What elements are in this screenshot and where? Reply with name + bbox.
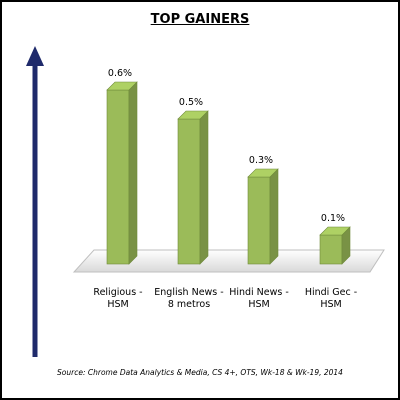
- bar-top: [106, 81, 138, 91]
- x-tick-label: Hindi News - HSM: [229, 287, 289, 310]
- value-label: 0.1%: [321, 213, 345, 224]
- bar: [106, 81, 138, 265]
- bar-side: [199, 110, 209, 265]
- arrow-head: [26, 46, 44, 66]
- bar: [319, 226, 351, 265]
- bar-front: [247, 176, 271, 265]
- bar: [247, 168, 279, 265]
- chart-title-text: TOP GAINERS: [150, 12, 250, 27]
- bar-front: [319, 234, 343, 265]
- bar-top: [177, 110, 209, 120]
- source-note: Source: Chrome Data Analytics & Media, C…: [57, 368, 343, 377]
- value-label: 0.6%: [108, 68, 132, 79]
- bar-side: [269, 168, 279, 265]
- chart-title: TOP GAINERS: [2, 12, 398, 27]
- bar-side: [128, 81, 138, 265]
- x-tick-label: Hindi Gec - HSM: [304, 287, 358, 310]
- floor: [72, 249, 385, 273]
- x-tick-label: English News - 8 metros: [154, 287, 224, 310]
- bar-front: [177, 118, 201, 265]
- bar: [177, 110, 209, 265]
- bar-top: [319, 226, 351, 236]
- x-tick-label: Religious - HSM: [93, 287, 143, 310]
- bar-front: [106, 89, 130, 265]
- value-label: 0.3%: [249, 155, 273, 166]
- bar-top: [247, 168, 279, 178]
- value-label: 0.5%: [179, 97, 203, 108]
